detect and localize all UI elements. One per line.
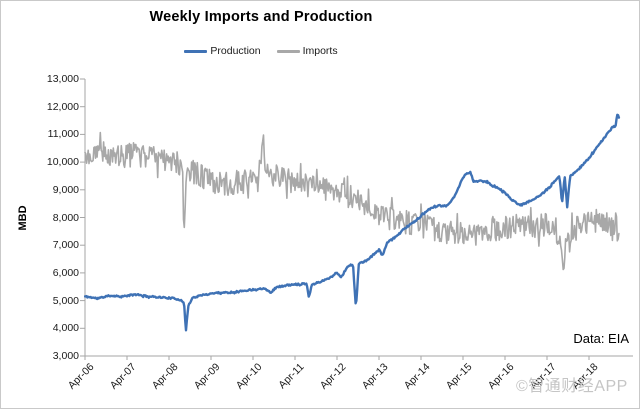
legend-label-production: Production — [210, 45, 261, 57]
legend-label-imports: Imports — [302, 45, 338, 57]
y-tick-label: 10,000 — [46, 156, 79, 169]
chart-title: Weekly Imports and Production — [149, 9, 373, 25]
y-tick-label: 7,000 — [52, 239, 79, 252]
production-line — [84, 113, 621, 332]
y-tick-label: 11,000 — [47, 128, 79, 141]
watermark: ©智通财经APP — [516, 378, 628, 395]
y-tick-label: 4,000 — [52, 322, 79, 335]
legend: Production Imports — [1, 45, 521, 57]
imports-line — [84, 131, 620, 271]
y-tick-label: 13,000 — [46, 73, 79, 85]
imports-line-swatch — [276, 49, 300, 53]
y-tick-label: 6,000 — [52, 266, 79, 279]
y-axis-title: MBD — [17, 205, 29, 231]
y-tick-label: 12,000 — [46, 100, 79, 113]
source-note: Data: EIA — [573, 331, 629, 346]
y-tick-label: 9,000 — [52, 183, 79, 196]
y-tick-label: 3,000 — [52, 350, 79, 362]
y-tick-label: 8,000 — [52, 211, 79, 224]
legend-item-production: Production — [184, 45, 261, 57]
production-line-swatch — [184, 49, 208, 53]
y-tick-label: 5,000 — [52, 294, 79, 307]
legend-item-imports: Imports — [276, 45, 338, 57]
